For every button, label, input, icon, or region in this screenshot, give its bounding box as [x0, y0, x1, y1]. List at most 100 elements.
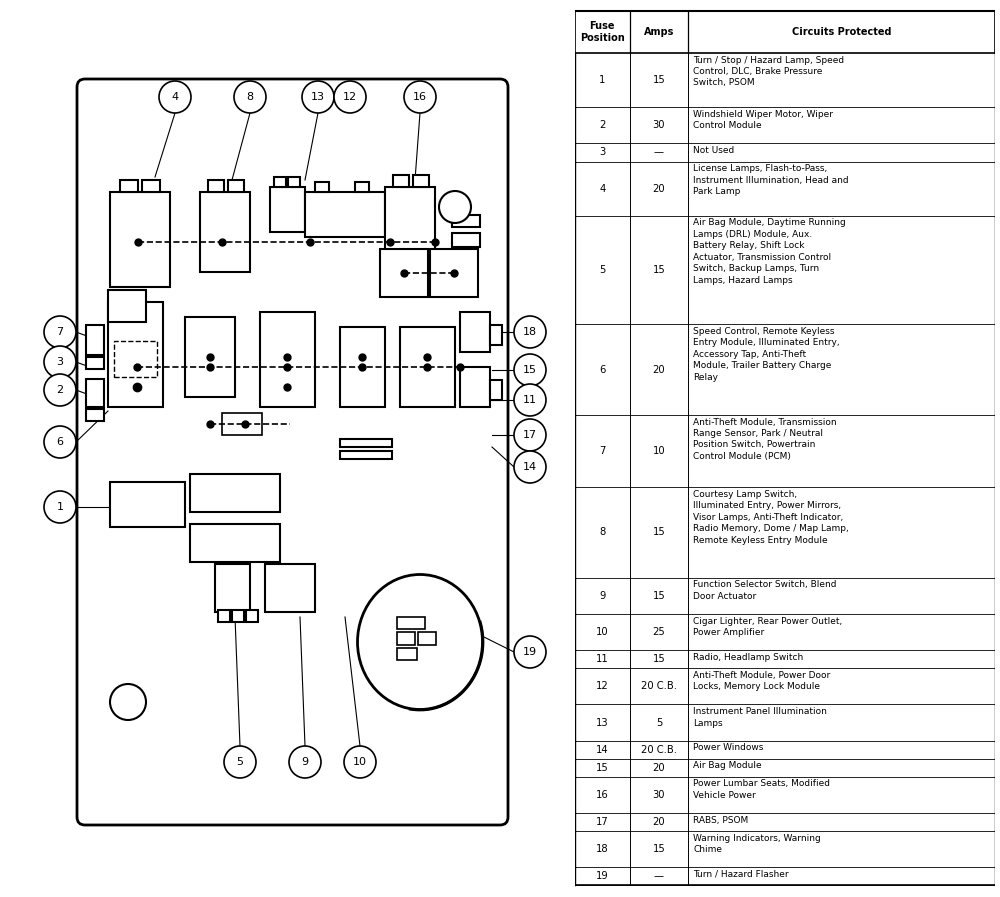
Text: 16: 16 [596, 790, 609, 800]
Bar [575, 704, 995, 741]
Bar [218, 610, 230, 622]
Text: 9: 9 [301, 757, 309, 767]
Text: 11: 11 [596, 654, 609, 664]
Text: Speed Control, Remote Keyless
Entry Module, Illuminated Entry,
Accessory Tap, An: Speed Control, Remote Keyless Entry Modu… [693, 327, 840, 382]
Circle shape [234, 81, 266, 113]
Text: 9: 9 [599, 591, 605, 601]
Circle shape [404, 81, 436, 113]
Circle shape [224, 746, 256, 778]
Text: 5: 5 [656, 718, 662, 727]
Text: Fuse
Position: Fuse Position [580, 21, 625, 43]
Text: 4: 4 [599, 184, 605, 194]
Text: 3: 3 [56, 357, 64, 367]
Text: 10: 10 [653, 446, 665, 456]
Bar [232, 610, 244, 622]
Bar [575, 216, 995, 325]
Bar [265, 564, 315, 612]
Bar [575, 11, 995, 53]
Text: 7: 7 [599, 446, 605, 456]
Bar [575, 325, 995, 415]
Text: Windshield Wiper Motor, Wiper
Control Module: Windshield Wiper Motor, Wiper Control Mo… [693, 109, 833, 130]
Text: —: — [654, 871, 664, 882]
Bar [575, 832, 995, 867]
Text: License Lamps, Flash-to-Pass,
Instrument Illumination, Head and
Park Lamp: License Lamps, Flash-to-Pass, Instrument… [693, 164, 849, 196]
Bar [393, 175, 409, 187]
Text: 30: 30 [653, 790, 665, 800]
Circle shape [44, 316, 76, 348]
Bar [397, 617, 425, 629]
Circle shape [514, 354, 546, 386]
Bar [340, 327, 385, 407]
Bar [460, 312, 490, 352]
Bar [190, 524, 280, 562]
Bar [355, 182, 369, 192]
Bar [110, 192, 170, 287]
Text: 1: 1 [56, 502, 64, 512]
Text: 18: 18 [523, 327, 537, 337]
Bar [575, 614, 995, 650]
Text: 13: 13 [596, 718, 609, 727]
Text: 5: 5 [599, 266, 605, 275]
FancyBboxPatch shape [77, 79, 508, 825]
Bar [575, 668, 995, 704]
Text: 17: 17 [596, 817, 609, 827]
Bar [228, 180, 244, 192]
Text: 15: 15 [653, 591, 665, 601]
Text: Cigar Lighter, Rear Power Outlet,
Power Amplifier: Cigar Lighter, Rear Power Outlet, Power … [693, 616, 843, 637]
Bar [575, 108, 995, 144]
Text: Courtesy Lamp Switch,
Illuminated Entry, Power Mirrors,
Visor Lamps, Anti-Theft : Courtesy Lamp Switch, Illuminated Entry,… [693, 490, 849, 544]
Bar [397, 632, 415, 645]
Text: 5: 5 [237, 757, 244, 767]
Circle shape [344, 746, 376, 778]
Text: 14: 14 [596, 745, 609, 754]
Bar [222, 413, 262, 435]
Text: RABS, PSOM: RABS, PSOM [693, 815, 749, 824]
Bar [340, 439, 392, 447]
Bar [575, 578, 995, 614]
Text: 11: 11 [523, 395, 537, 405]
Text: 15: 15 [596, 762, 609, 772]
Bar [274, 177, 286, 187]
Bar [490, 380, 502, 400]
Text: 15: 15 [653, 654, 665, 664]
Text: Amps: Amps [644, 27, 674, 37]
Text: Turn / Hazard Flasher: Turn / Hazard Flasher [693, 870, 789, 879]
Bar [418, 632, 436, 645]
Bar [246, 610, 258, 622]
Bar [86, 379, 104, 407]
Text: Air Bag Module, Daytime Running
Lamps (DRL) Module, Aux.
Battery Relay, Shift Lo: Air Bag Module, Daytime Running Lamps (D… [693, 219, 846, 284]
Text: 19: 19 [523, 647, 537, 657]
Bar [575, 741, 995, 759]
Bar [305, 192, 385, 237]
Bar [385, 187, 435, 272]
Ellipse shape [358, 574, 482, 710]
Text: 4: 4 [171, 92, 179, 102]
Bar [108, 302, 163, 407]
Text: Power Windows: Power Windows [693, 744, 764, 753]
Text: 15: 15 [653, 75, 665, 85]
Text: 16: 16 [413, 92, 427, 102]
Bar [86, 357, 104, 369]
Bar [575, 777, 995, 813]
Circle shape [302, 81, 334, 113]
Text: 17: 17 [523, 430, 537, 440]
Text: 30: 30 [653, 120, 665, 130]
Text: Power Lumbar Seats, Modified
Vehicle Power: Power Lumbar Seats, Modified Vehicle Pow… [693, 779, 830, 800]
Text: 20 C.B.: 20 C.B. [641, 745, 677, 754]
Bar [575, 813, 995, 832]
Text: Radio, Headlamp Switch: Radio, Headlamp Switch [693, 653, 804, 662]
Bar [270, 187, 305, 232]
Text: Instrument Panel Illumination
Lamps: Instrument Panel Illumination Lamps [693, 707, 827, 727]
Circle shape [514, 384, 546, 416]
Bar [460, 367, 490, 407]
Bar [190, 474, 280, 512]
Text: 14: 14 [523, 462, 537, 472]
Bar [108, 290, 146, 322]
Bar [575, 867, 995, 885]
Bar [575, 161, 995, 216]
Circle shape [159, 81, 191, 113]
Bar [575, 53, 995, 108]
Circle shape [514, 451, 546, 483]
Bar [575, 144, 995, 161]
Text: 1: 1 [599, 75, 605, 85]
